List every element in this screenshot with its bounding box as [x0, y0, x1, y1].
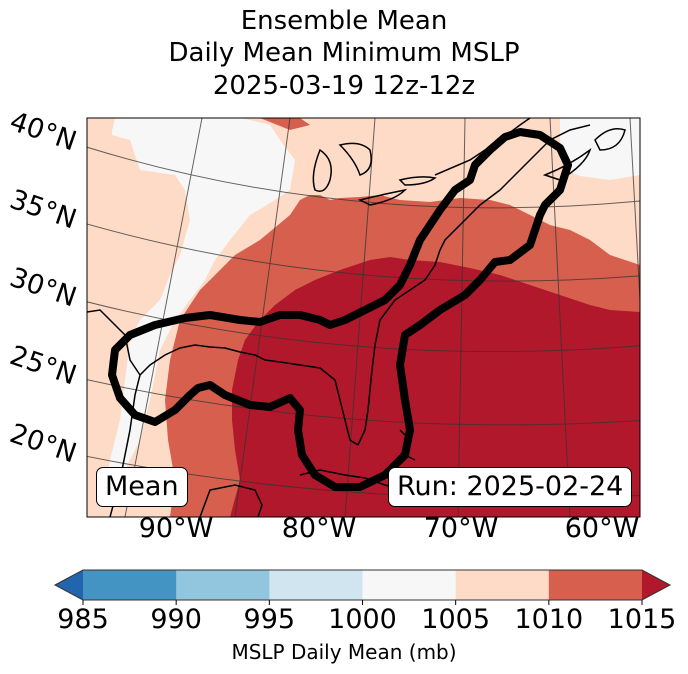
great-lake-michigan	[312, 148, 332, 192]
lon-label-60: 60°W	[564, 513, 640, 544]
coast-florida-east	[357, 124, 591, 446]
colorbar-label: MSLP Daily Mean (mb)	[231, 640, 457, 664]
title-line-3: 2025-03-19 12z-12z	[212, 71, 476, 101]
colorbar-bin-1000-1005	[362, 570, 457, 600]
colorbar-tick-label-990: 990	[150, 604, 202, 635]
colorbar-over-arrow	[642, 570, 670, 600]
colorbar-bin-985-990	[83, 570, 177, 600]
coast-yucatan	[199, 484, 263, 517]
colorbar-tick-label-1015: 1015	[607, 604, 677, 635]
lon-label-90: 90°W	[138, 513, 214, 544]
run-date-annotation: Run: 2025-02-24	[388, 467, 633, 507]
lat-line-35	[87, 223, 640, 282]
title-line-2: Daily Mean Minimum MSLP	[168, 38, 520, 68]
lon-label-70: 70°W	[423, 513, 499, 544]
great-lake-erie	[357, 188, 408, 206]
coast-gulf	[139, 344, 359, 446]
region-1005-1010-topleft	[87, 118, 115, 180]
colorbar-under-arrow	[55, 570, 83, 600]
colorbar-tick-label-1010: 1010	[514, 604, 584, 635]
lon-line-80	[344, 118, 376, 517]
lat-line-25	[87, 379, 640, 426]
colorbar-tick-label-1005: 1005	[421, 604, 491, 635]
colorbar-tick-label-985: 985	[57, 604, 109, 635]
lon-line-70	[549, 118, 571, 517]
lon-line-90	[124, 118, 203, 517]
lon-label-80: 80°W	[281, 513, 357, 544]
great-lake-ontario	[398, 176, 437, 186]
colorbar-tick-label-1000: 1000	[328, 604, 397, 635]
colorbar-bin-995-1000	[269, 570, 363, 600]
mean-annotation: Mean	[96, 467, 188, 507]
newfoundland	[594, 128, 626, 151]
map-area	[87, 118, 640, 517]
colorbar	[53, 569, 672, 605]
region-1005-1010	[87, 118, 190, 517]
ridge-outline-contour	[108, 128, 572, 491]
title-line-1: Ensemble Mean	[240, 6, 448, 36]
colorbar-bin-1005-1010	[455, 570, 550, 600]
lon-line-65	[629, 118, 640, 301]
lat-line-40	[87, 146, 640, 209]
colorbar-bin-1010-1015	[548, 570, 643, 600]
map-frame	[86, 117, 641, 518]
colorbar-bin-990-995	[176, 570, 270, 600]
colorbar-tick-label-995: 995	[243, 604, 296, 635]
great-lake-huron	[338, 142, 372, 176]
